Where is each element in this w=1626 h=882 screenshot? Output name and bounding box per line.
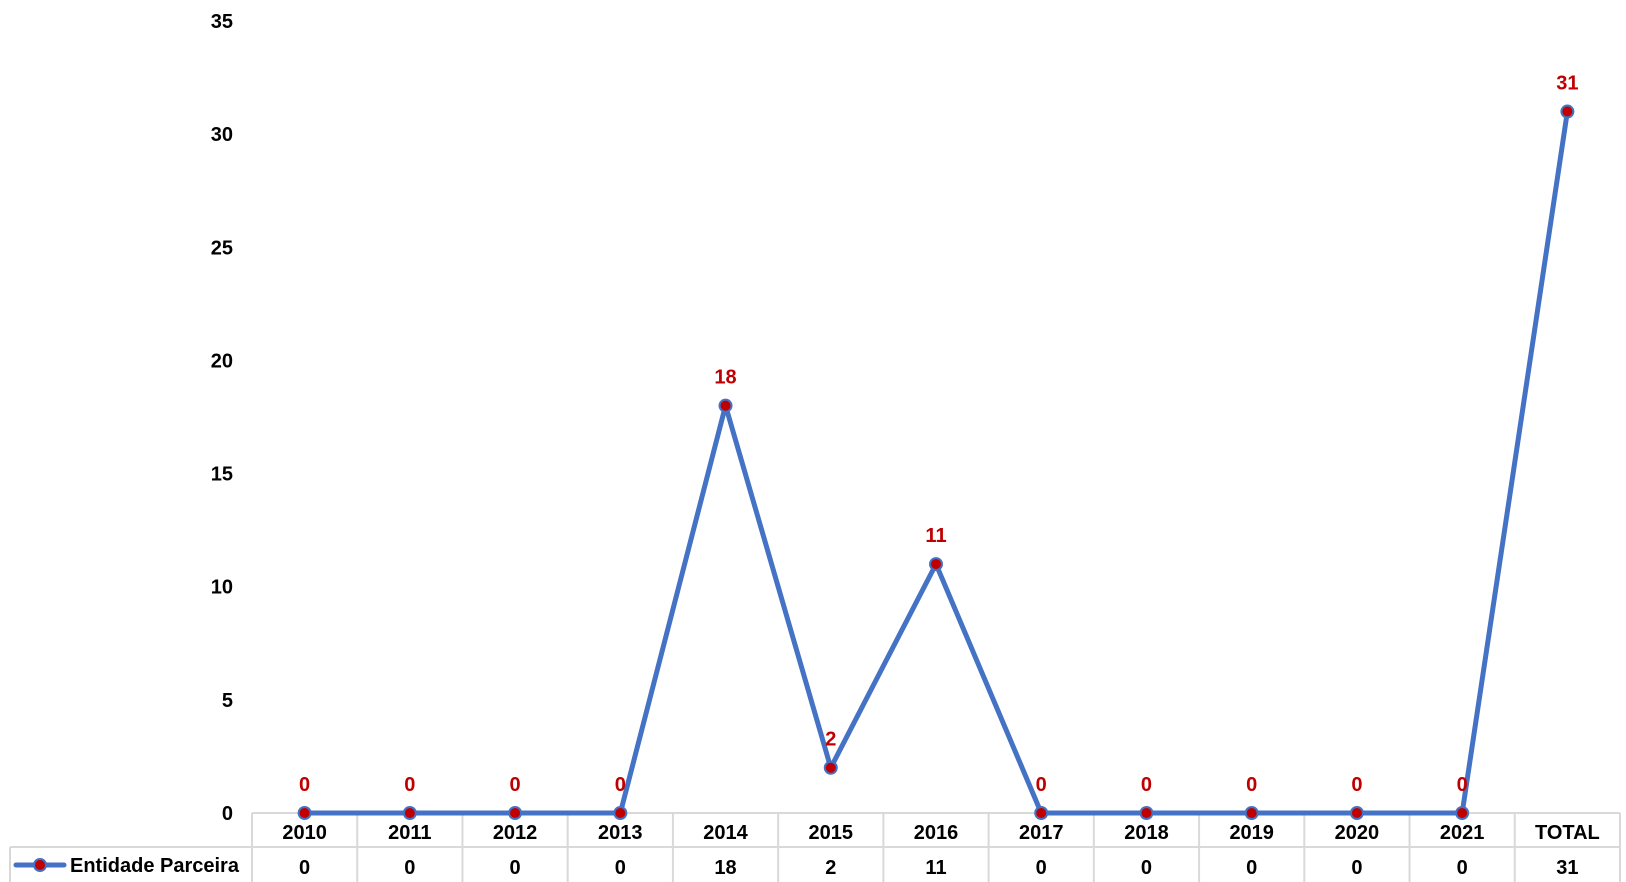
- data-label: 2: [825, 729, 836, 751]
- data-point: [1349, 806, 1364, 820]
- x-tick-label: TOTAL: [1535, 822, 1600, 844]
- data-label: 0: [1246, 774, 1257, 796]
- data-point: [1560, 104, 1575, 119]
- data-label: 0: [615, 774, 626, 796]
- series-line: [302, 109, 1570, 816]
- table-value: 11: [925, 857, 946, 879]
- x-tick-label: 2021: [1440, 822, 1485, 844]
- data-point: [297, 806, 312, 820]
- x-tick-label: 2015: [809, 822, 854, 844]
- x-tick-label: 2018: [1124, 822, 1169, 844]
- table-value: 0: [615, 857, 626, 879]
- series-entidade-parceira: 0 0 0 0 18 2 11 0 0 0 0 0 31: [297, 73, 1579, 820]
- table-value: 0: [1351, 857, 1362, 879]
- data-label: 0: [1351, 774, 1362, 796]
- y-tick-label: 35: [211, 11, 233, 33]
- legend: Entidade Parceira: [13, 855, 240, 877]
- data-table: 2010 0 2011 0 2012 0 2013 0 2014 18 2015 2 2016 11 201…: [9, 812, 1621, 882]
- data-point: [402, 806, 417, 820]
- table-value: 0: [510, 857, 521, 879]
- table-value: 0: [299, 857, 310, 879]
- data-point: [1139, 806, 1154, 820]
- table-value: 0: [1141, 857, 1152, 879]
- data-label: 0: [1036, 774, 1047, 796]
- table-value: 31: [1556, 857, 1578, 879]
- data-label: 0: [404, 774, 415, 796]
- data-point: [823, 760, 838, 775]
- y-tick-label: 20: [211, 350, 233, 372]
- x-tick-label: 2019: [1229, 822, 1274, 844]
- y-tick-label: 5: [222, 690, 233, 712]
- y-tick-label: 25: [211, 237, 233, 259]
- x-tick-label: 2010: [282, 822, 327, 844]
- x-tick-label: 2013: [598, 822, 643, 844]
- data-label: 0: [299, 774, 310, 796]
- data-point: [929, 557, 943, 572]
- y-tick-label: 15: [211, 464, 233, 486]
- y-tick-label: 0: [222, 803, 233, 825]
- y-tick-label: 10: [211, 577, 233, 599]
- legend-label: Entidade Parceira: [70, 855, 240, 877]
- table-value: 0: [1457, 857, 1468, 879]
- data-point: [613, 806, 628, 820]
- data-label: 18: [714, 367, 736, 389]
- x-tick-label: 2017: [1019, 822, 1064, 844]
- data-point: [508, 806, 523, 820]
- data-label: 11: [925, 525, 946, 547]
- data-point: [718, 398, 733, 413]
- data-label: 31: [1556, 73, 1578, 95]
- legend-dot-marker: [33, 858, 47, 872]
- table-value: 0: [1036, 857, 1047, 879]
- x-tick-label: 2016: [914, 822, 959, 844]
- y-axis: 0 5 10 15 20 25 30 35: [211, 11, 233, 825]
- x-tick-label: 2011: [388, 822, 431, 844]
- x-tick-label: 2014: [703, 822, 748, 844]
- table-value: 2: [825, 857, 836, 879]
- data-point: [1455, 806, 1470, 820]
- data-point: [1244, 806, 1259, 820]
- table-value: 0: [404, 857, 415, 879]
- table-value: 18: [714, 857, 736, 879]
- x-tick-label: 2012: [493, 822, 538, 844]
- data-label: 0: [1457, 774, 1468, 796]
- y-tick-label: 30: [211, 124, 233, 146]
- data-point: [1034, 806, 1049, 820]
- data-label: 0: [1141, 774, 1152, 796]
- x-tick-label: 2020: [1335, 822, 1380, 844]
- table-value: 0: [1246, 857, 1257, 879]
- data-label: 0: [510, 774, 521, 796]
